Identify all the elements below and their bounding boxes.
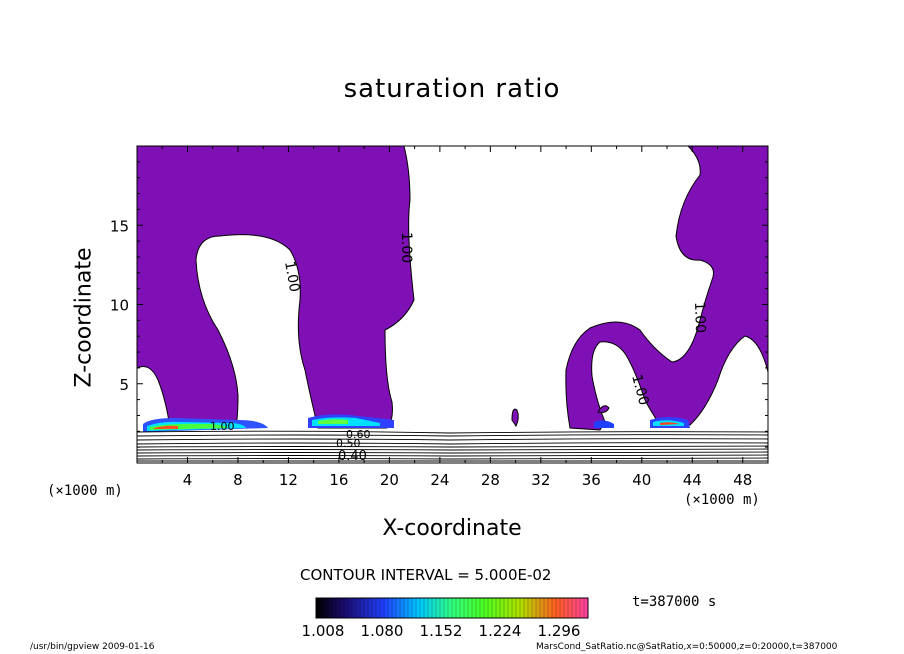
supersat-region-right — [565, 146, 768, 431]
colorbar-tick-label: 1.296 — [537, 622, 581, 640]
contour-label: 0.40 — [338, 449, 367, 464]
contour-label: 1.00 — [210, 420, 235, 433]
colorbar-tick-label: 1.080 — [360, 622, 404, 640]
contour-lines — [137, 430, 768, 462]
x-unit-right: (×1000 m) — [684, 492, 760, 508]
contour-interval-text: CONTOUR INTERVAL = 5.000E-02 — [300, 566, 552, 584]
y-tick-group: 5 10 15 — [110, 161, 768, 448]
x-tick-label: 44 — [683, 471, 702, 489]
x-unit-left: (×1000 m) — [47, 483, 123, 499]
x-tick-label: 48 — [733, 471, 752, 489]
contour-label: 1.00 — [628, 373, 652, 407]
time-label: t=387000 s — [632, 594, 717, 610]
contour-label: 0.60 — [346, 428, 371, 441]
x-tick-group: 4 8 12 16 20 24 28 32 36 40 44 48 — [161, 146, 752, 489]
x-tick-label: 32 — [531, 471, 550, 489]
x-tick-label: 12 — [279, 471, 298, 489]
x-tick-label: 36 — [582, 471, 601, 489]
contour-label: 1.00 — [691, 302, 708, 334]
x-tick-label: 24 — [430, 471, 449, 489]
x-tick-label: 4 — [183, 471, 193, 489]
supersat-blob — [511, 408, 519, 427]
contour-label: 0.50 — [336, 437, 361, 450]
chart-title: saturation ratio — [343, 74, 561, 104]
footer-left: /usr/bin/gpview 2009-01-16 — [30, 642, 155, 652]
y-tick-label: 15 — [110, 217, 129, 235]
x-tick-label: 40 — [632, 471, 651, 489]
colorbar-tick-label: 1.152 — [419, 622, 463, 640]
x-tick-label: 28 — [481, 471, 500, 489]
supersat-region-left — [137, 146, 415, 429]
colorbar-tick-label: 1.224 — [478, 622, 522, 640]
footer-right: MarsCond_SatRatio.nc@SatRatio,x=0:50000,… — [536, 642, 838, 652]
y-axis-label: Z-coordinate — [71, 247, 97, 388]
contour-label: 1.00 — [398, 232, 414, 263]
y-tick-label: 5 — [119, 376, 129, 394]
x-tick-label: 16 — [329, 471, 348, 489]
contour-label: 1.00 — [281, 260, 302, 293]
x-axis-label: X-coordinate — [382, 516, 522, 541]
x-tick-label: 20 — [380, 471, 399, 489]
colorbar-tick-label: 1.008 — [301, 622, 345, 640]
x-tick-label: 8 — [233, 471, 243, 489]
y-tick-label: 10 — [110, 297, 129, 315]
